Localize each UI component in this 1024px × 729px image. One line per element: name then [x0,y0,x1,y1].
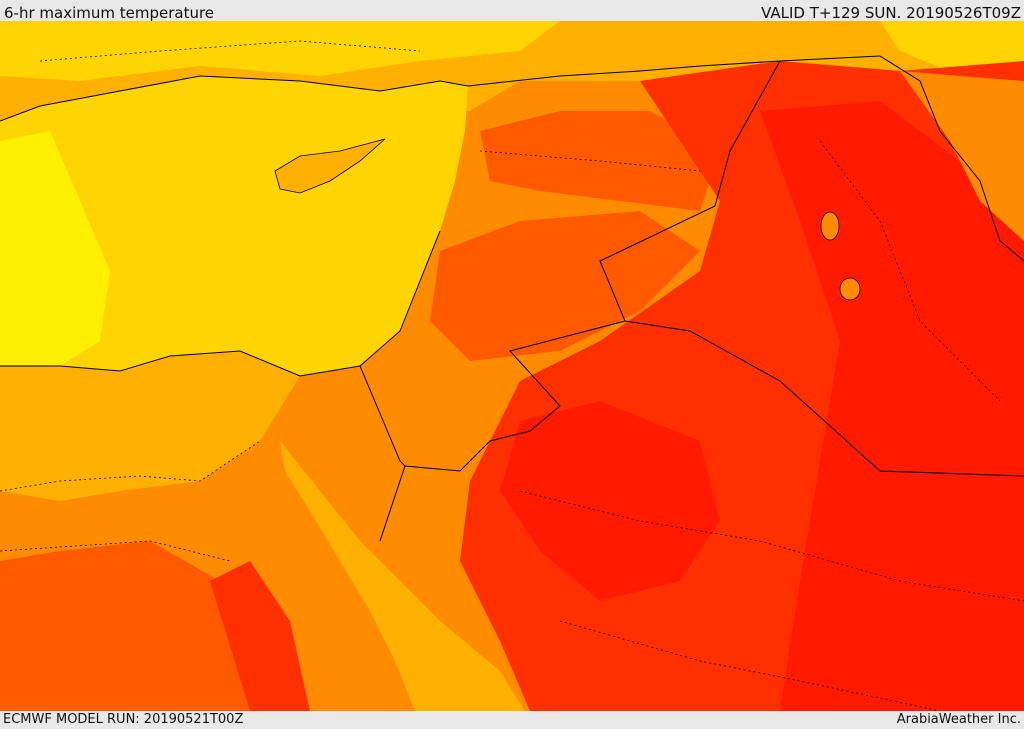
zone-north-cool [0,21,560,81]
map-header: 6-hr maximum temperature VALID T+129 SUN… [0,0,1024,22]
border-aqaba [379,465,406,542]
lake-razzaza [839,277,861,301]
border-saudi-iraq [624,320,1024,477]
zone-nile-hot [210,561,310,711]
map-canvas [0,21,1024,711]
border-iraq-iran [879,55,1024,262]
zone-sinai [375,461,402,541]
province-turkey [39,40,421,62]
lake-tharthar [820,211,840,241]
zone-iraq-extreme [760,101,1024,711]
border-turkey-coast [0,75,469,122]
zone-egypt-south [0,541,270,711]
province-saudi-1 [519,490,1024,602]
province-egypt-1 [0,440,261,492]
province-egypt-2 [0,540,231,562]
sea-west-warm [0,131,110,366]
border-turkey-syria [467,55,881,87]
temperature-map[interactable] [0,21,1024,711]
zone-arabia-extreme [500,401,720,601]
model-run: ECMWF MODEL RUN: 20190521T00Z [3,712,244,727]
map-footer: ECMWF MODEL RUN: 20190521T00Z ArabiaWeat… [0,711,1024,729]
zone-egypt-north [0,351,300,501]
sea-red-sea [280,441,525,711]
border-coastline-south [0,230,441,377]
credit: ArabiaWeather Inc. [896,712,1021,727]
map-title: 6-hr maximum temperature [4,4,215,22]
zone-zagros [900,71,1024,241]
province-borders [0,40,1024,711]
province-iraq [819,140,1001,402]
zone-levant [430,211,700,361]
island-cyprus [274,138,386,194]
country-borders [0,55,1024,542]
province-saudi-2 [559,620,941,711]
province-syria [479,150,701,172]
valid-time: VALID T+129 SUN. 20190526T09Z [761,4,1021,22]
